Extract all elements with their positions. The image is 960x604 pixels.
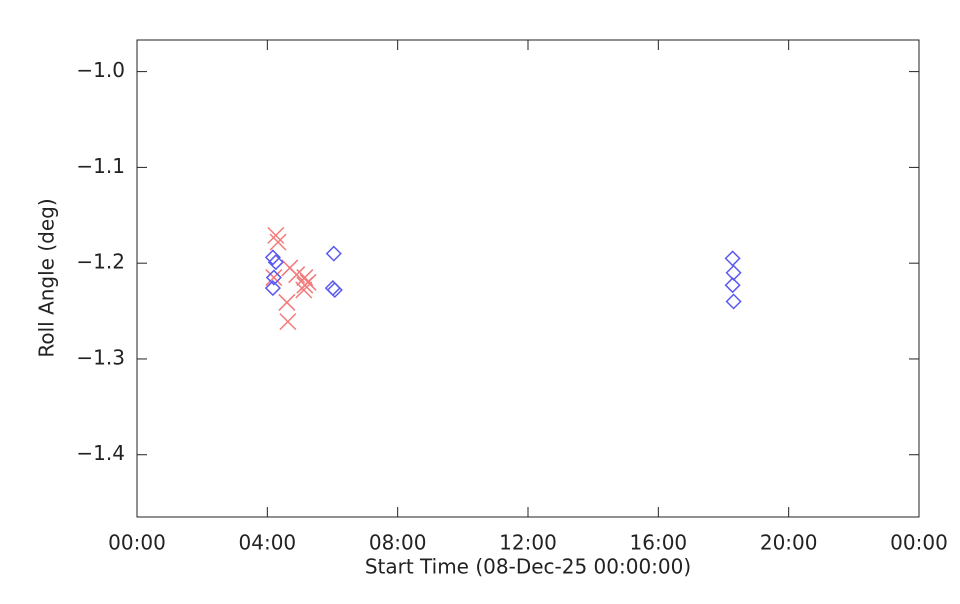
y-tick-label: −1.0 <box>76 58 125 82</box>
x-axis-label: Start Time (08-Dec-25 00:00:00) <box>365 555 691 579</box>
x-marker <box>267 226 285 244</box>
plot-frame <box>136 39 920 518</box>
diamond-marker <box>324 280 341 297</box>
x-marker <box>299 273 317 291</box>
y-tick-label: −1.4 <box>76 441 125 465</box>
diamond-marker <box>325 245 342 262</box>
x-marker <box>278 293 296 311</box>
x-marker <box>296 269 314 287</box>
y-tick-label: −1.3 <box>76 345 125 369</box>
diamond-marker <box>264 280 281 297</box>
x-marker <box>269 233 287 251</box>
x-marker <box>279 313 297 331</box>
x-tick-label: 08:00 <box>369 531 427 555</box>
x-tick-label: 00:00 <box>108 531 166 555</box>
x-tick-label: 12:00 <box>499 531 557 555</box>
x-tick-label: 20:00 <box>760 531 818 555</box>
y-tick-label: −1.1 <box>76 154 125 178</box>
diamond-marker <box>267 254 284 271</box>
x-marker <box>265 269 283 287</box>
x-tick-label: 00:00 <box>890 531 948 555</box>
diamond-marker <box>265 269 282 286</box>
diamond-marker <box>326 281 343 299</box>
x-tick-label: 04:00 <box>239 531 297 555</box>
diamond-marker <box>724 277 741 294</box>
y-tick-label: −1.2 <box>76 250 125 274</box>
diamond-marker <box>264 249 281 266</box>
diamond-marker <box>724 250 741 267</box>
y-axis-label: Roll Angle (deg) <box>35 198 59 357</box>
diamond-marker <box>725 264 742 281</box>
diamond-marker <box>725 293 742 310</box>
x-tick-label: 16:00 <box>630 531 688 555</box>
